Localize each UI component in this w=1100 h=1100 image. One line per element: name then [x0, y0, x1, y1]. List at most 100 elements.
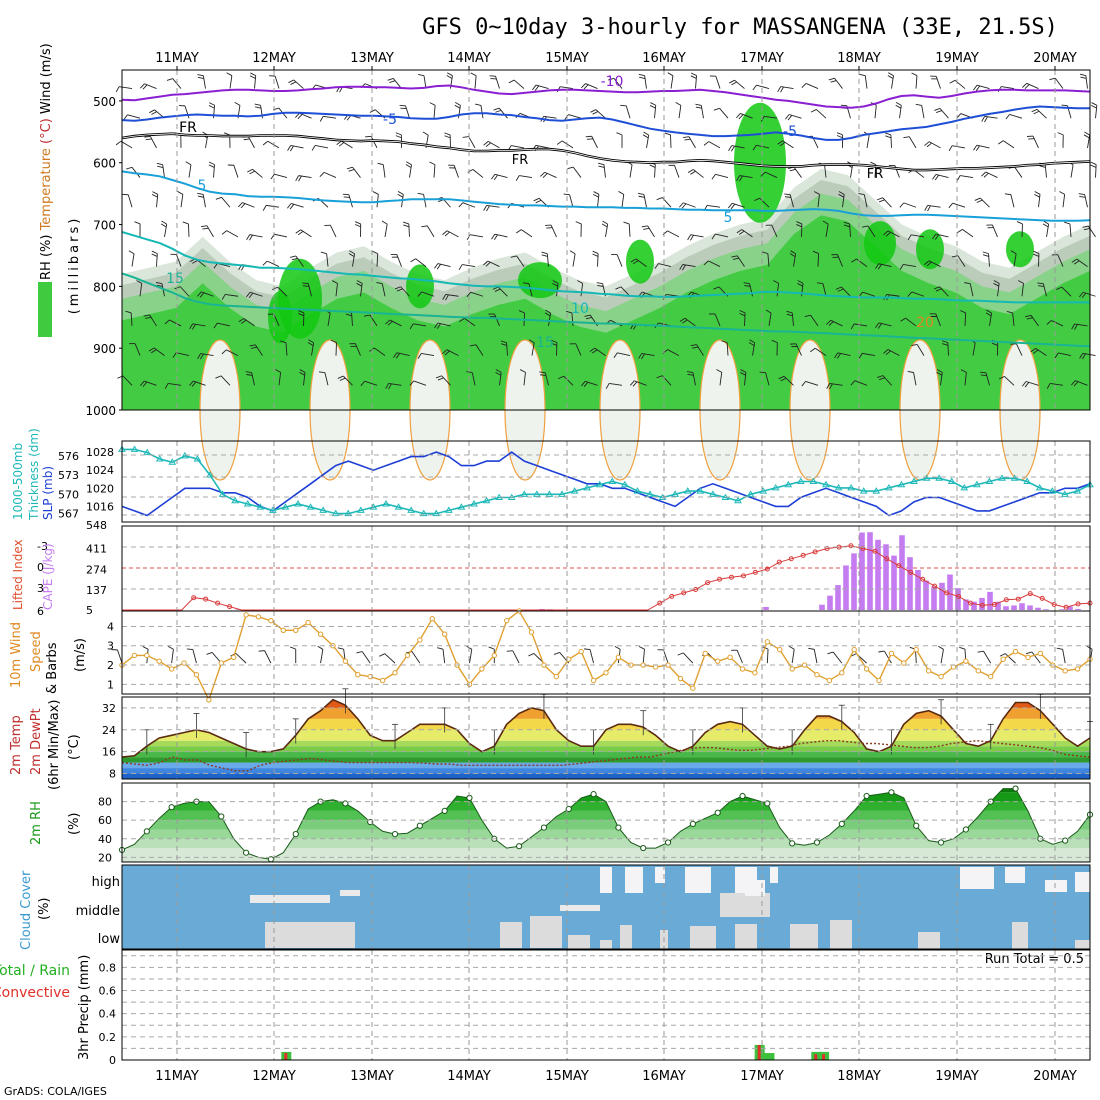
- wind-barb-feather: [1090, 161, 1097, 165]
- contour-5: [121, 170, 1091, 222]
- wind-barb: [1030, 315, 1039, 327]
- temp2m-vgrid: [176, 697, 1056, 779]
- wind-barb: [370, 136, 378, 149]
- wind-marker: [913, 646, 919, 653]
- thickness-marker: [809, 477, 818, 484]
- wind-barb-feather: [298, 310, 305, 314]
- x-tick-label: 14MAY: [447, 51, 491, 66]
- wind-barb: [569, 194, 574, 208]
- wind-barb-feather: [780, 86, 784, 93]
- y-tick-label: 16: [102, 746, 116, 759]
- thickness-marker: [218, 490, 227, 497]
- wind-barb-feather: [200, 353, 204, 360]
- contour-label: -5: [783, 124, 797, 140]
- wind-barb: [352, 253, 356, 267]
- thickness-marker: [331, 509, 340, 517]
- temp-bands: [122, 699, 1090, 779]
- wind-barb-feather: [262, 260, 268, 266]
- li-marker: [764, 566, 770, 572]
- thickness-marker: [356, 506, 365, 513]
- wind-barb-feather: [1091, 102, 1098, 106]
- wind-barb: [1010, 194, 1015, 208]
- wind-barb: [1069, 223, 1072, 237]
- wind-barb-feather: [1054, 352, 1059, 359]
- wind-barb-feather: [948, 202, 953, 209]
- precip-convective-bar: [822, 1054, 826, 1060]
- wind-marker: [826, 677, 833, 684]
- wind-barb-feather: [1049, 77, 1056, 81]
- rh-max-cell: [268, 291, 292, 344]
- rh-marker: [342, 800, 349, 807]
- wind-barb: [453, 165, 459, 178]
- wind-barb-feather: [1079, 73, 1087, 77]
- rh-band: [122, 848, 1090, 862]
- wind-barb-feather: [993, 282, 1000, 287]
- wind-barb-feather: [240, 319, 247, 324]
- wind-barb-feather: [850, 323, 855, 330]
- wind-barb: [736, 650, 743, 664]
- wind-barb-feather: [302, 285, 310, 287]
- thickness-marker: [545, 490, 554, 497]
- wind-barb-feather: [567, 166, 574, 170]
- rh2m-vgrid: [176, 783, 1056, 862]
- wind-barb: [805, 380, 819, 386]
- rh-marker: [218, 813, 225, 820]
- wind-barb-feather: [686, 371, 694, 373]
- wind-barb-feather: [801, 381, 806, 387]
- wind-barb-feather: [785, 114, 790, 120]
- wind-barb: [609, 382, 623, 386]
- cape-bar: [859, 532, 865, 610]
- wind-barb-feather: [262, 205, 267, 211]
- wind-barb-feather: [522, 282, 529, 285]
- thickness-marker: [683, 487, 692, 494]
- wind-barb-feather: [575, 221, 582, 225]
- surface-wind-barbs: [111, 645, 1093, 664]
- wind-barb-feather: [115, 140, 122, 146]
- wind-barb: [1074, 323, 1088, 327]
- wind-barb-feather: [583, 381, 589, 388]
- wind-barb: [887, 230, 900, 238]
- wind-barb: [863, 194, 868, 208]
- rh-marker: [863, 792, 870, 800]
- wind-barb-feather: [616, 132, 623, 136]
- cloud-block: [1075, 940, 1090, 949]
- wind-barb: [825, 224, 829, 237]
- wind-barb-feather: [436, 263, 442, 270]
- wind-barb: [285, 342, 288, 356]
- wind-barb-feather: [687, 373, 694, 376]
- wind-barb: [984, 115, 998, 119]
- thickness-marker: [935, 474, 944, 481]
- wind-barb-feather: [262, 140, 269, 146]
- thickness-marker: [382, 499, 390, 507]
- wind-barb-feather: [197, 195, 204, 198]
- wind-barb-feather: [584, 314, 591, 317]
- wind-barb-feather: [1059, 191, 1065, 195]
- thickness-marker: [193, 455, 202, 462]
- wind-barb-feather: [134, 221, 141, 225]
- wind-barb: [188, 164, 192, 178]
- rh-band: [122, 829, 1090, 839]
- rh-marker: [416, 822, 423, 829]
- cape-bar: [835, 585, 841, 610]
- wind-barb-feather: [740, 372, 746, 376]
- wind-barb: [1051, 320, 1064, 327]
- wind-barb-feather: [1038, 285, 1045, 287]
- wind-barb: [193, 380, 206, 386]
- wind-barb-feather: [434, 322, 439, 329]
- wind-barb-feather: [602, 220, 608, 225]
- thickness-marker: [256, 503, 265, 510]
- wind-barb: [512, 650, 520, 664]
- wind-barb: [162, 164, 165, 178]
- wind-barb-feather: [577, 280, 583, 284]
- wind-barb: [168, 382, 182, 386]
- wind-barb: [696, 344, 704, 356]
- wind-barb-feather: [331, 280, 338, 284]
- rh-band: [122, 820, 1090, 830]
- wind-barb: [791, 312, 794, 326]
- wind-barb-feather: [736, 175, 741, 181]
- li-marker: [1039, 595, 1045, 601]
- wind-barb-feather: [493, 234, 498, 241]
- wind-barb: [298, 175, 312, 179]
- rh-marker: [1062, 837, 1069, 844]
- wind-barb: [382, 164, 386, 178]
